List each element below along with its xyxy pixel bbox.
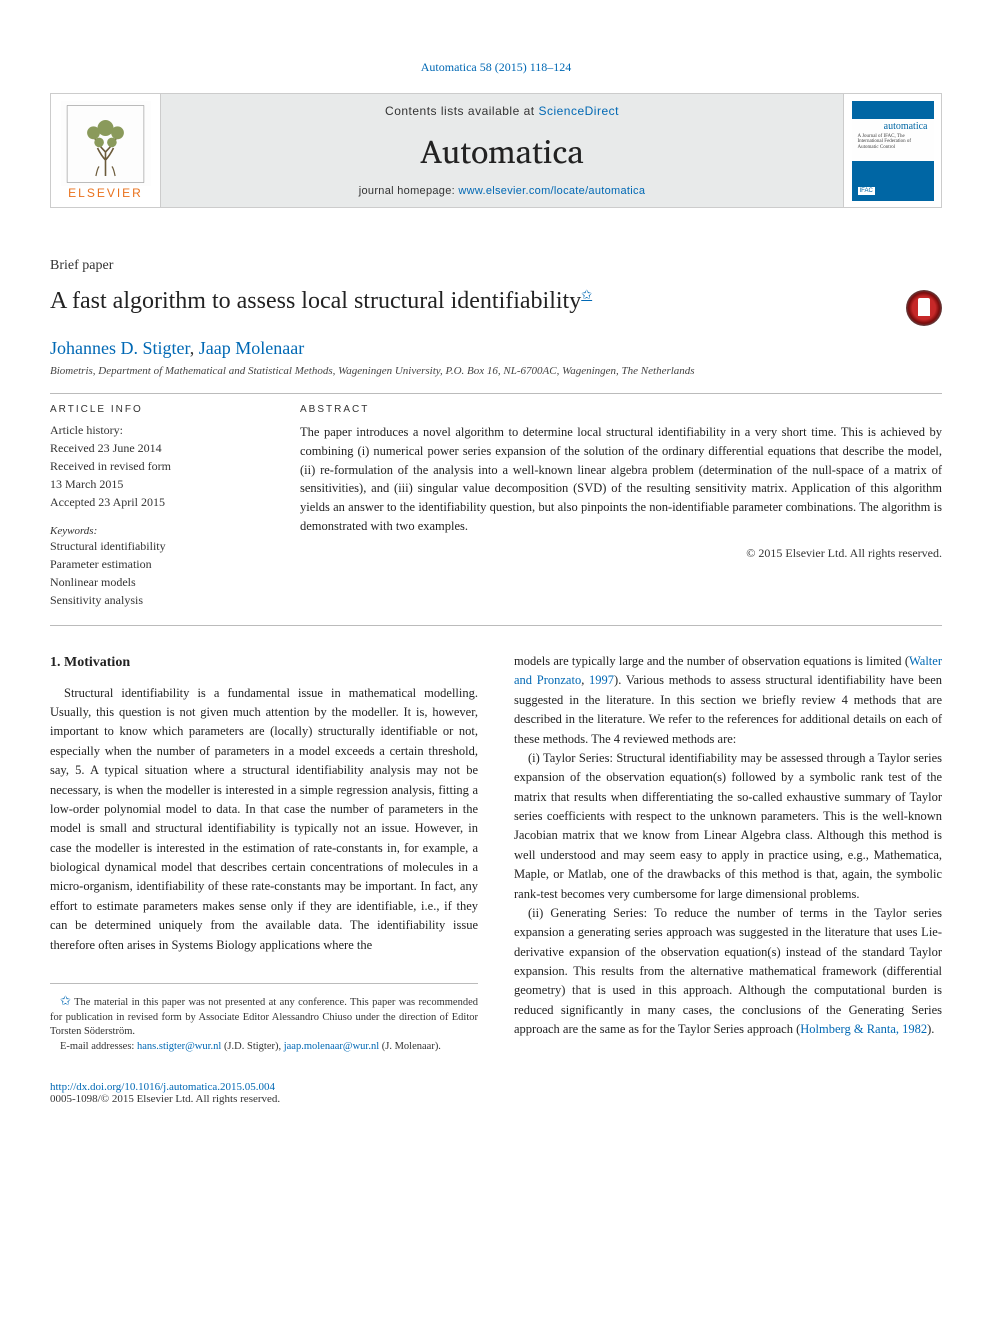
abstract-heading: ABSTRACT bbox=[300, 404, 942, 415]
elsevier-logo[interactable]: ELSEVIER bbox=[51, 94, 161, 207]
homepage-prefix: journal homepage: bbox=[359, 185, 459, 197]
header-center: Contents lists available at ScienceDirec… bbox=[161, 94, 843, 207]
elsevier-tree-icon bbox=[61, 101, 151, 186]
footnote-mark: ✩ bbox=[60, 993, 71, 1008]
history-line: 13 March 2015 bbox=[50, 475, 260, 493]
paper-title: A fast algorithm to assess local structu… bbox=[50, 286, 894, 317]
author-link-2[interactable]: Jaap Molenaar bbox=[199, 338, 304, 358]
journal-cover-thumb[interactable]: automatica A Journal of IFAC, The Intern… bbox=[843, 94, 941, 207]
body-col-left: 1. Motivation Structural identifiability… bbox=[50, 652, 478, 1055]
body-paragraph: (i) Taylor Series: Structural identifiab… bbox=[514, 749, 942, 904]
contents-lists-line: Contents lists available at ScienceDirec… bbox=[385, 104, 619, 118]
keyword: Structural identifiability bbox=[50, 537, 260, 555]
abstract-copyright: © 2015 Elsevier Ltd. All rights reserved… bbox=[300, 546, 942, 561]
footnote-2-name1: (J.D. Stigter), bbox=[221, 1041, 283, 1052]
crossmark-icon[interactable] bbox=[906, 290, 942, 326]
author-affiliation: Biometris, Department of Mathematical an… bbox=[50, 365, 942, 377]
cover-ifac-badge: IFAC bbox=[858, 187, 875, 195]
citation-link[interactable]: Holmberg & Ranta, 1982 bbox=[800, 1022, 927, 1036]
homepage-line: journal homepage: www.elsevier.com/locat… bbox=[359, 185, 645, 197]
homepage-link[interactable]: www.elsevier.com/locate/automatica bbox=[458, 185, 645, 197]
history-line: Received in revised form bbox=[50, 457, 260, 475]
body-paragraph: (ii) Generating Series: To reduce the nu… bbox=[514, 904, 942, 1040]
keyword: Sensitivity analysis bbox=[50, 591, 260, 609]
article-info-heading: ARTICLE INFO bbox=[50, 404, 260, 415]
body-paragraph: models are typically large and the numbe… bbox=[514, 652, 942, 749]
brief-paper-label: Brief paper bbox=[50, 258, 942, 274]
article-info-col: ARTICLE INFO Article history: Received 2… bbox=[50, 404, 260, 609]
footnote-2-name2: (J. Molenaar). bbox=[379, 1041, 441, 1052]
p-text: (ii) Generating Series: To reduce the nu… bbox=[514, 906, 942, 1036]
elsevier-wordmark: ELSEVIER bbox=[68, 186, 143, 200]
abstract-text: The paper introduces a novel algorithm t… bbox=[300, 423, 942, 536]
footnote-2: E-mail addresses: hans.stigter@wur.nl (J… bbox=[50, 1040, 478, 1055]
doi-link[interactable]: http://dx.doi.org/10.1016/j.automatica.2… bbox=[50, 1081, 275, 1093]
email-link-2[interactable]: jaap.molenaar@wur.nl bbox=[284, 1041, 379, 1052]
keyword: Parameter estimation bbox=[50, 555, 260, 573]
author-list: Johannes D. Stigter, Jaap Molenaar bbox=[50, 338, 942, 359]
keywords-label: Keywords: bbox=[50, 525, 260, 537]
body-columns: 1. Motivation Structural identifiability… bbox=[50, 652, 942, 1055]
author-link-1[interactable]: Johannes D. Stigter bbox=[50, 338, 190, 358]
citation-year-link[interactable]: 1997 bbox=[589, 673, 614, 687]
body-col-right: models are typically large and the numbe… bbox=[514, 652, 942, 1055]
paper-title-text: A fast algorithm to assess local structu… bbox=[50, 288, 581, 314]
history-line: Accepted 23 April 2015 bbox=[50, 493, 260, 511]
footnote-2-prefix: E-mail addresses: bbox=[60, 1041, 137, 1052]
doi-block: http://dx.doi.org/10.1016/j.automatica.2… bbox=[50, 1081, 942, 1105]
email-link-1[interactable]: hans.stigter@wur.nl bbox=[137, 1041, 221, 1052]
issn-line: 0005-1098/© 2015 Elsevier Ltd. All right… bbox=[50, 1093, 280, 1105]
abstract-col: ABSTRACT The paper introduces a novel al… bbox=[300, 404, 942, 609]
p-text: models are typically large and the numbe… bbox=[514, 654, 909, 668]
footnotes-block: ✩ The material in this paper was not pre… bbox=[50, 983, 478, 1055]
journal-title: Automatica bbox=[420, 126, 583, 178]
footnote-1-text: The material in this paper was not prese… bbox=[50, 997, 478, 1037]
p-text: , bbox=[581, 673, 589, 687]
history-label: Article history: bbox=[50, 421, 260, 439]
p-text: ). bbox=[927, 1022, 934, 1036]
section-heading: 1. Motivation bbox=[50, 652, 478, 674]
header-band: ELSEVIER Contents lists available at Sci… bbox=[50, 93, 942, 208]
history-line: Received 23 June 2014 bbox=[50, 439, 260, 457]
body-paragraph: Structural identifiability is a fundamen… bbox=[50, 684, 478, 955]
keyword: Nonlinear models bbox=[50, 573, 260, 591]
journal-ref-line: Automatica 58 (2015) 118–124 bbox=[50, 60, 942, 75]
title-footnote-marker[interactable]: ✩ bbox=[581, 287, 592, 302]
contents-prefix: Contents lists available at bbox=[385, 104, 538, 118]
journal-ref-link[interactable]: Automatica 58 (2015) 118–124 bbox=[421, 60, 572, 74]
meta-block: ARTICLE INFO Article history: Received 2… bbox=[50, 394, 942, 626]
sciencedirect-link[interactable]: ScienceDirect bbox=[538, 104, 619, 118]
cover-title: automatica bbox=[884, 121, 928, 132]
cover-subtitle: A Journal of IFAC, The International Fed… bbox=[858, 134, 930, 151]
footnote-1: ✩ The material in this paper was not pre… bbox=[50, 992, 478, 1040]
